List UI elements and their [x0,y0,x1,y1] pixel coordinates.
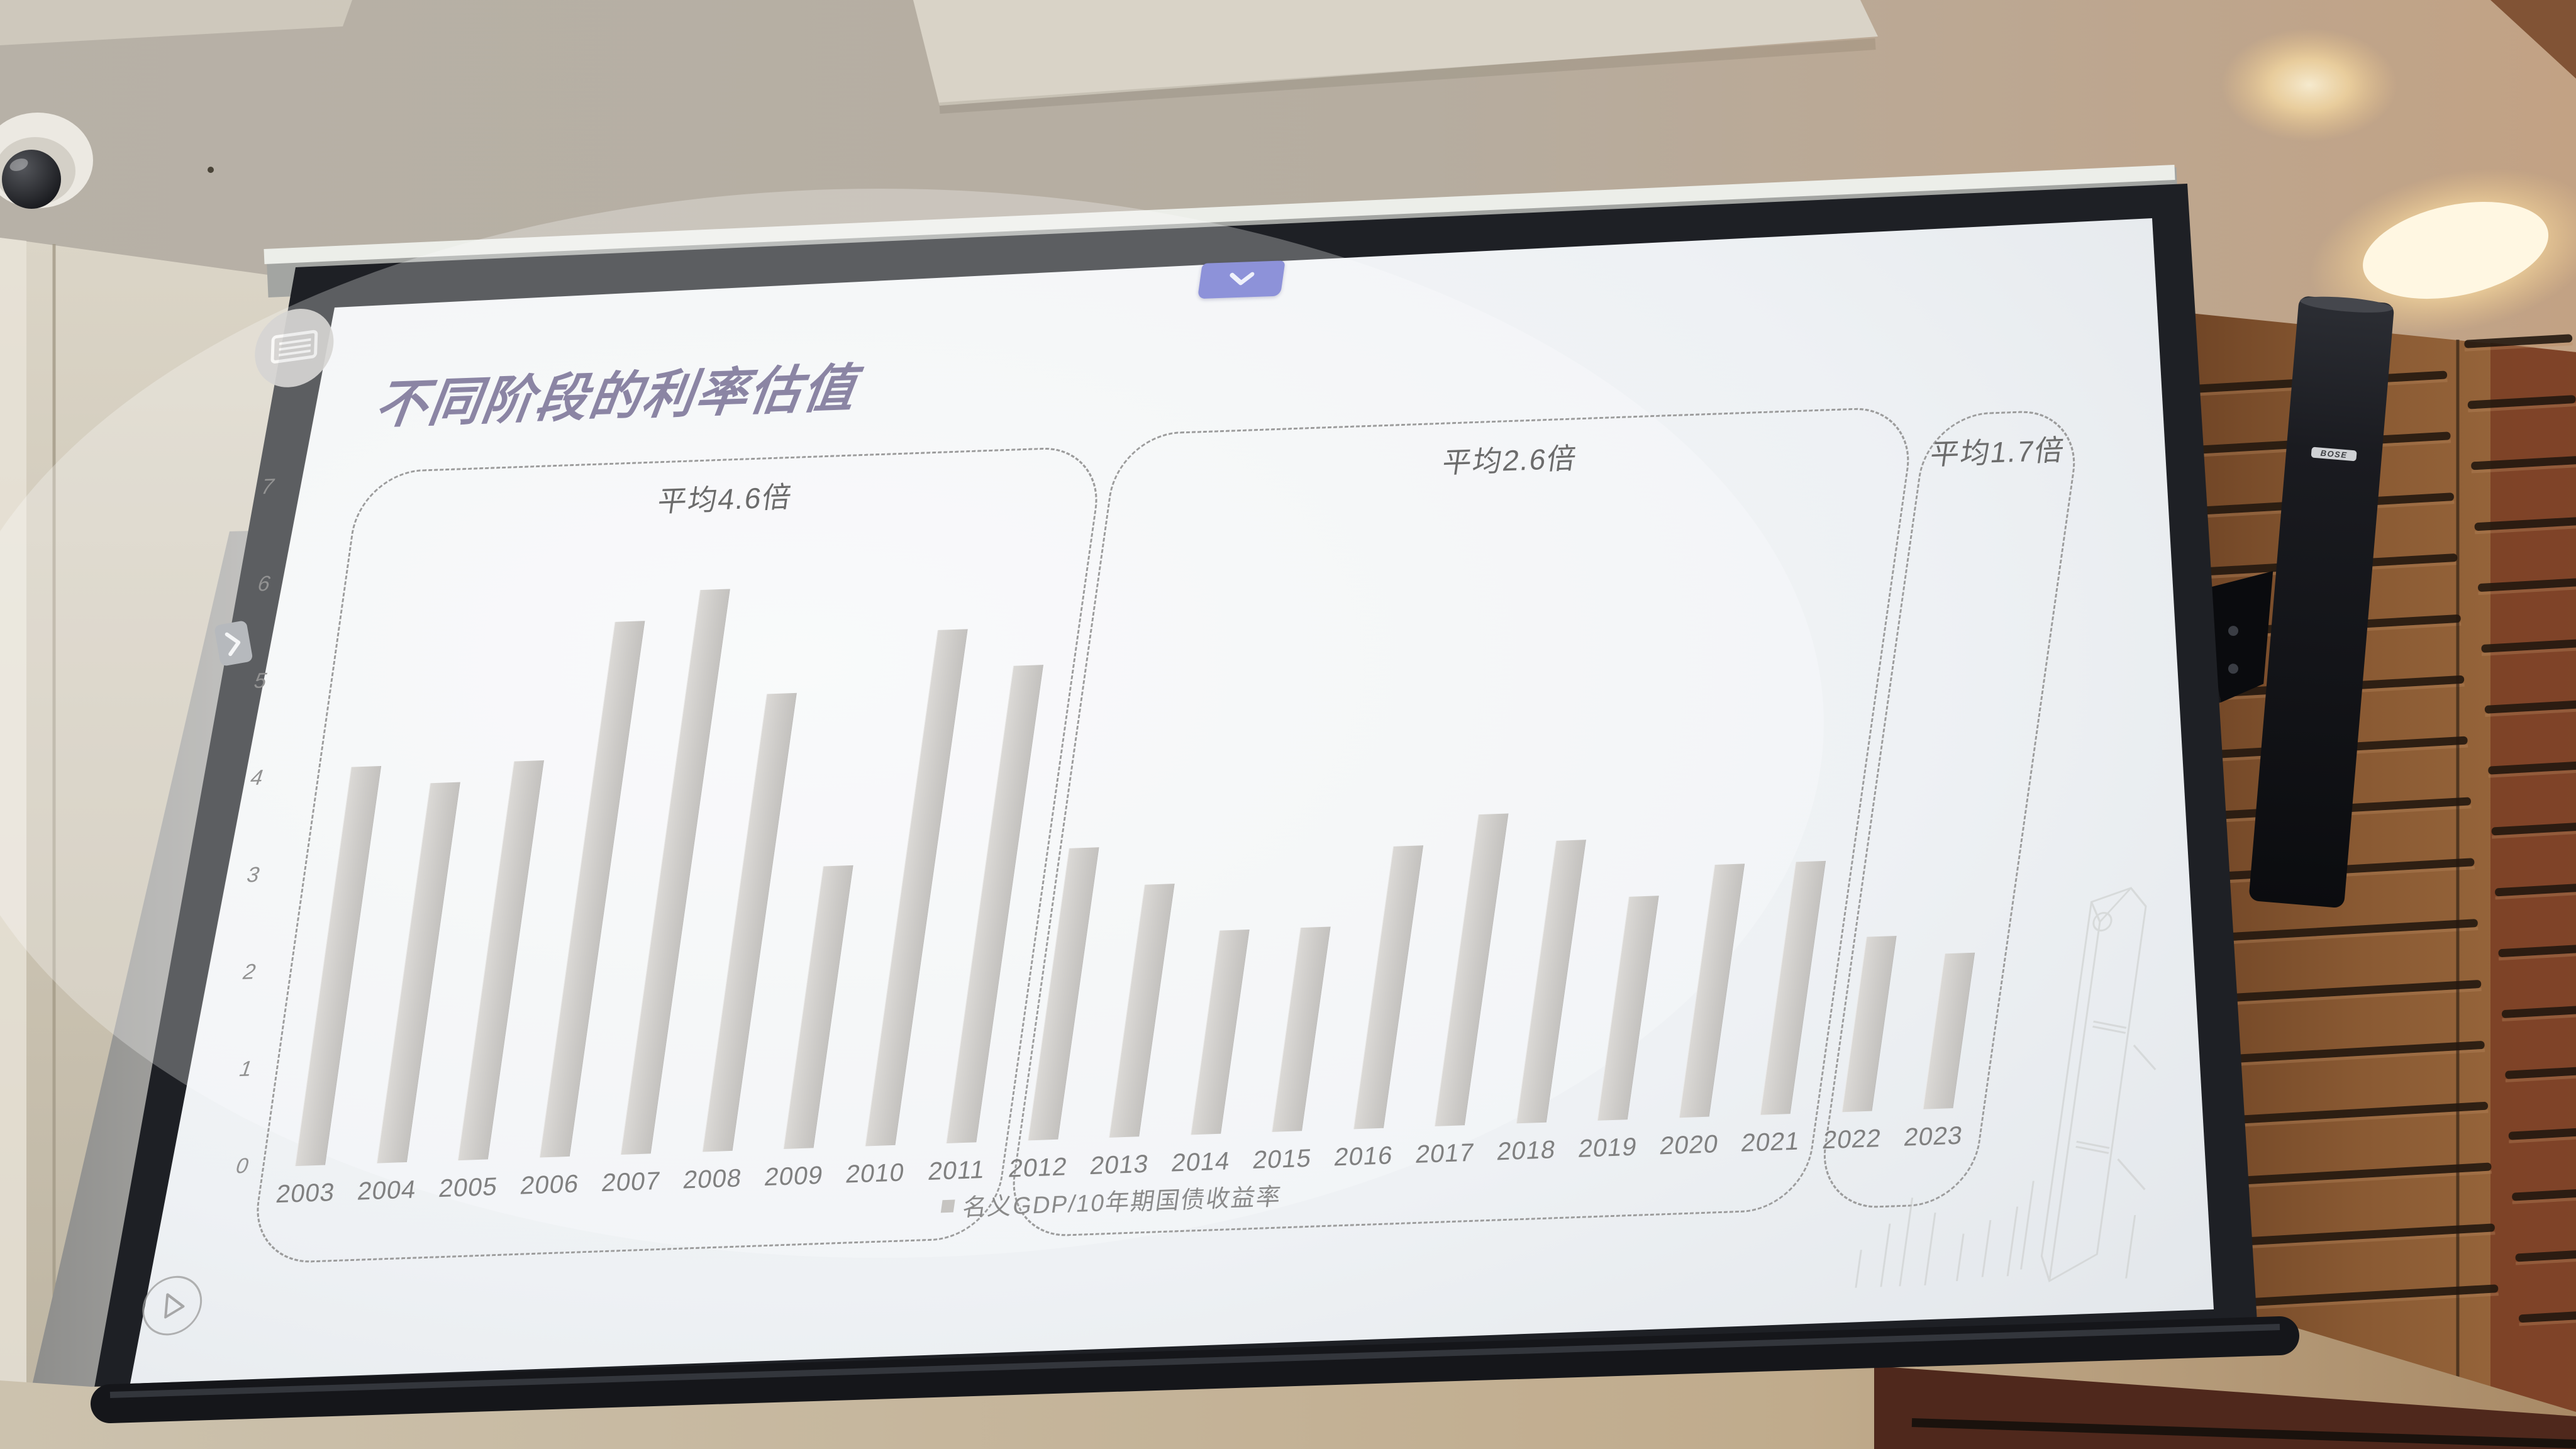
y-tick-4: 4 [248,765,265,791]
year-label-2010: 2010 [844,1158,907,1189]
screen-shine [0,189,1824,1258]
ceiling-speck [208,167,214,173]
screen-weight-bar [91,1316,2299,1423]
play-annotation-circle [138,1275,206,1336]
y-tick-1: 1 [238,1057,253,1082]
year-label-2018: 2018 [1495,1136,1558,1166]
year-label-2015: 2015 [1251,1144,1314,1175]
year-label-2012: 2012 [1006,1153,1070,1183]
year-label-2019: 2019 [1576,1133,1640,1163]
screen-casing-highlight [264,165,2175,264]
logo-glyph-icon [270,330,318,364]
projected-slide: 不同阶段的利率估值 平均4.6倍 平均2.6倍 平均1.7倍 0 1 2 3 4 5 6 7 2003… [108,215,2307,1399]
year-label-2017: 2017 [1414,1138,1477,1169]
y-tick-7: 7 [260,474,275,499]
year-label-2016: 2016 [1332,1141,1395,1172]
slide-title: 不同阶段的利率估值 [371,359,861,435]
chevron-down-icon [1230,272,1255,286]
year-label-2021: 2021 [1739,1127,1802,1157]
ceiling-beam [913,0,1878,106]
tower-watermark [1855,887,2157,1288]
collapse-panel-button[interactable] [1197,260,1285,299]
recessed-light-small [2221,28,2397,142]
ceiling-corner-trim [2490,0,2576,79]
year-label-2011: 2011 [926,1155,987,1186]
year-label-2007: 2007 [599,1167,663,1197]
year-label-2009: 2009 [762,1161,825,1192]
y-tick-2: 2 [242,960,257,984]
left-wall-edge [0,238,26,1449]
year-label-2020: 2020 [1658,1130,1721,1160]
speaker-body [2249,296,2394,908]
group-average-label: 平均1.7倍 [1928,433,2067,471]
y-tick-5: 5 [252,669,269,694]
year-label-2013: 2013 [1088,1150,1151,1180]
speaker-bracket [2199,571,2273,702]
year-label-2004: 2004 [355,1175,418,1206]
side-panel-tab[interactable] [214,620,253,667]
beam-shadow [939,38,1876,114]
weight-bar-highlight [109,1324,2280,1398]
play-icon [164,1293,185,1319]
y-tick-0: 0 [234,1153,250,1179]
recessed-light-main [2310,169,2576,335]
year-label-2014: 2014 [1169,1147,1232,1177]
legend-marker [940,1199,955,1213]
year-label-2006: 2006 [518,1170,581,1200]
year-label-2003: 2003 [274,1178,337,1209]
wood-wall-right [2490,343,2576,1423]
speaker-logo-plate [2311,447,2357,462]
y-tick-3: 3 [245,862,261,887]
y-tick-6: 6 [256,571,272,596]
speaker-top-cap [2300,296,2393,313]
dome-camera [0,113,93,209]
speaker-logo-text: BOSE [2320,448,2348,460]
desk-shadow-line [1911,1418,2576,1448]
year-label-2008: 2008 [681,1164,744,1194]
year-label-2005: 2005 [437,1172,500,1203]
ceiling-recess-left [0,0,352,45]
chevron-right-icon [225,632,241,657]
slide-logo-badge [250,307,339,389]
